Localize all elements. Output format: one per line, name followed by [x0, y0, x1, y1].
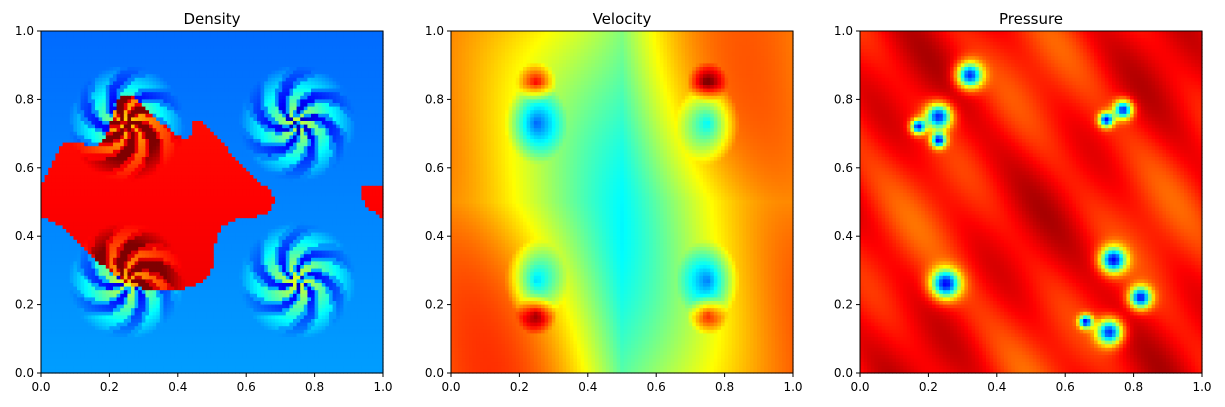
x-tick-label: 1.0 — [1192, 380, 1211, 394]
y-tick-label: 0.0 — [425, 366, 444, 380]
heatmap-velocity — [451, 31, 794, 374]
axes-frame — [859, 30, 1203, 374]
panel-pressure: Pressure 0.0 0.2 0.4 0.6 0.8 1.0 0.0 0.2 0.4 0.6 0… — [834, 10, 1212, 394]
y-tick-label: 0.2 — [834, 298, 853, 312]
x-tick-label: 1.0 — [783, 380, 802, 394]
y-tick-label: 0.8 — [15, 92, 34, 106]
y-tick-label: 0.0 — [15, 366, 34, 380]
panel-velocity: Velocity 0.0 0.2 0.4 0.6 0.8 1.0 0.0 0.2 0.4 0.6 0… — [425, 10, 803, 394]
y-tick-label: 1.0 — [834, 24, 853, 38]
x-tick-label: 0.8 — [1124, 380, 1143, 394]
y-tick-label: 0.4 — [15, 229, 34, 243]
x-tick-label: 0.8 — [715, 380, 734, 394]
axes-frame — [40, 30, 384, 374]
y-tick-label: 0.0 — [834, 366, 853, 380]
x-tick-label: 0.2 — [919, 380, 938, 394]
y-tick-label: 0.2 — [425, 298, 444, 312]
y-tick-label: 0.4 — [834, 229, 853, 243]
y-tick-label: 0.8 — [425, 92, 444, 106]
y-tick-label: 0.4 — [425, 229, 444, 243]
axes-frame — [450, 30, 794, 374]
x-tick-label: 1.0 — [373, 380, 392, 394]
y-tick-label: 0.6 — [15, 161, 34, 175]
panel-density: Density 0.0 0.2 0.4 0.6 0.8 1.0 0.0 0.2 0.4 0.6 0.… — [15, 10, 393, 394]
heatmap-pressure — [860, 31, 1203, 374]
x-tick-label: 0.2 — [100, 380, 119, 394]
x-tick-label: 0.4 — [168, 380, 187, 394]
y-tick-label: 0.6 — [834, 161, 853, 175]
title-pressure: Pressure — [999, 10, 1063, 28]
x-tick-label: 0.4 — [578, 380, 597, 394]
title-velocity: Velocity — [593, 10, 652, 28]
y-tick-label: 0.6 — [425, 161, 444, 175]
x-tick-label: 0.0 — [31, 380, 50, 394]
y-tick-label: 0.8 — [834, 92, 853, 106]
x-tick-label: 0.0 — [441, 380, 460, 394]
y-tick-label: 1.0 — [15, 24, 34, 38]
title-density: Density — [183, 10, 240, 28]
x-tick-label: 0.0 — [850, 380, 869, 394]
x-tick-label: 0.6 — [647, 380, 666, 394]
x-tick-label: 0.6 — [1056, 380, 1075, 394]
x-tick-label: 0.6 — [237, 380, 256, 394]
x-tick-label: 0.4 — [987, 380, 1006, 394]
x-tick-label: 0.2 — [510, 380, 529, 394]
y-tick-label: 0.2 — [15, 298, 34, 312]
heatmap-density — [41, 31, 384, 374]
y-tick-label: 1.0 — [425, 24, 444, 38]
x-tick-label: 0.8 — [305, 380, 324, 394]
